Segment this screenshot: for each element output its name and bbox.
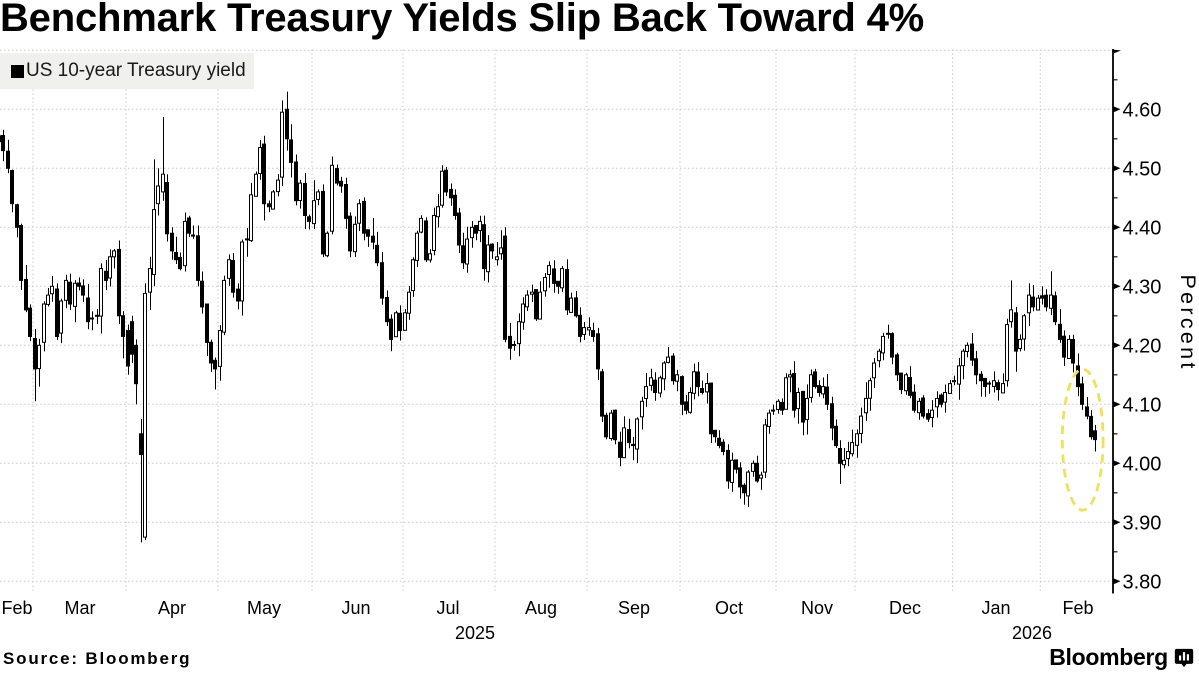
svg-text:4.20: 4.20 (1123, 335, 1162, 357)
svg-text:2025: 2025 (455, 623, 495, 643)
svg-text:Aug: Aug (525, 598, 557, 618)
svg-text:Dec: Dec (889, 598, 921, 618)
svg-text:4.30: 4.30 (1123, 276, 1162, 298)
svg-text:3.90: 3.90 (1123, 512, 1162, 534)
svg-text:4.60: 4.60 (1123, 99, 1162, 121)
svg-text:Percent: Percent (1176, 275, 1199, 372)
svg-text:2026: 2026 (1012, 623, 1052, 643)
svg-text:3.80: 3.80 (1123, 571, 1162, 593)
svg-text:Oct: Oct (715, 598, 743, 618)
svg-text:Feb: Feb (1062, 598, 1093, 618)
svg-text:Mar: Mar (65, 598, 96, 618)
svg-text:4.10: 4.10 (1123, 394, 1162, 416)
svg-text:May: May (247, 598, 281, 618)
svg-text:Jul: Jul (436, 598, 459, 618)
svg-text:4.50: 4.50 (1123, 158, 1162, 180)
svg-text:Feb: Feb (1, 598, 32, 618)
svg-text:Apr: Apr (158, 598, 186, 618)
svg-text:4.00: 4.00 (1123, 453, 1162, 475)
svg-text:Jun: Jun (341, 598, 370, 618)
svg-text:Nov: Nov (801, 598, 833, 618)
svg-text:Jan: Jan (981, 598, 1010, 618)
svg-text:Sep: Sep (618, 598, 650, 618)
svg-text:4.40: 4.40 (1123, 217, 1162, 239)
